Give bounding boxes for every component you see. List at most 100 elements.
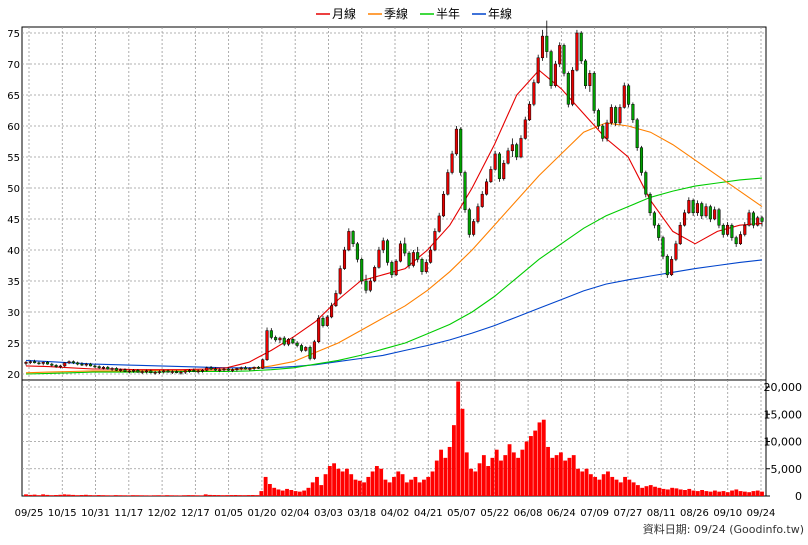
- candle-body: [579, 32, 583, 62]
- date-tick-label: 04/21: [414, 508, 443, 519]
- volume-bar: [494, 449, 499, 496]
- volume-bars: [24, 381, 764, 496]
- candle-body: [592, 73, 596, 111]
- volume-bar: [430, 471, 435, 496]
- volume-bar: [546, 446, 550, 496]
- volume-bar: [276, 489, 281, 496]
- candle-body: [493, 153, 497, 170]
- date-tick-label: 03/03: [314, 508, 343, 519]
- candle: [71, 360, 75, 365]
- volume-bar: [610, 476, 615, 496]
- candle-body: [93, 365, 97, 368]
- candle-body: [648, 193, 652, 214]
- candle-body: [110, 368, 114, 370]
- volume-bar: [238, 495, 242, 496]
- volume-bar: [126, 495, 131, 496]
- candle: [89, 362, 93, 367]
- price-tick-label: 55: [7, 153, 20, 164]
- candle: [691, 198, 695, 216]
- candle: [571, 67, 575, 107]
- volume-bar: [396, 471, 401, 496]
- volume-bar: [139, 495, 144, 496]
- candle: [644, 170, 648, 198]
- volume-bar: [152, 495, 157, 496]
- date-axis: 09/25 10/15 10/31 11/17 12/02 12/17 01/05 01/20…: [15, 508, 776, 519]
- candle-body: [101, 366, 106, 369]
- candle-body: [192, 370, 196, 372]
- candle: [614, 105, 618, 126]
- candle: [192, 368, 196, 373]
- volume-bar: [165, 495, 170, 496]
- candle: [682, 209, 687, 227]
- candle: [170, 370, 174, 374]
- candle-body: [205, 367, 209, 371]
- candle-body: [454, 128, 458, 155]
- candle-body: [751, 212, 755, 226]
- candle: [532, 79, 536, 107]
- volume-bar: [687, 488, 692, 496]
- price-tick-label: 30: [7, 308, 20, 319]
- candle-body: [485, 181, 489, 195]
- candle: [97, 365, 101, 370]
- moving-average-ma240: [25, 259, 763, 369]
- volume-bar: [567, 457, 572, 496]
- volume-bar: [374, 466, 379, 496]
- candle: [63, 362, 67, 368]
- candle: [278, 336, 282, 343]
- volume-bar: [349, 474, 354, 496]
- candle-body: [691, 200, 695, 214]
- candle-body: [605, 122, 609, 139]
- candle-body: [149, 370, 153, 374]
- candle: [37, 361, 41, 365]
- volume-bar: [285, 488, 289, 496]
- volume-bar: [45, 494, 50, 496]
- volume-bar: [661, 488, 666, 496]
- candle-body: [566, 73, 570, 105]
- volume-bar: [404, 482, 409, 496]
- candle-body: [398, 243, 402, 262]
- volume-bar: [588, 474, 593, 496]
- candle: [398, 240, 402, 263]
- volume-bar: [49, 495, 54, 496]
- volume-bar: [511, 452, 516, 496]
- candle-body: [704, 206, 708, 217]
- volume-bar: [597, 479, 602, 496]
- candle: [713, 206, 717, 221]
- candle-body: [373, 267, 377, 282]
- candle-body: [700, 203, 704, 217]
- candle-body: [166, 370, 170, 373]
- volume-bar: [41, 494, 46, 496]
- candle-body: [97, 366, 101, 369]
- candle-body: [144, 370, 149, 373]
- volume-bar: [683, 490, 687, 496]
- volume-bar: [366, 476, 371, 496]
- volume-bar: [742, 491, 747, 496]
- volume-bar: [336, 468, 341, 496]
- candle: [347, 228, 351, 252]
- candle: [528, 101, 532, 122]
- price-tick-label: 25: [7, 339, 20, 350]
- volume-tick-label: 20,000: [764, 381, 803, 394]
- volume-bar: [721, 491, 726, 496]
- candle: [627, 83, 631, 108]
- volume-bar: [473, 471, 478, 496]
- volume-bar: [695, 491, 700, 496]
- candle: [519, 135, 523, 159]
- date-tick-label: 11/17: [114, 508, 143, 519]
- candle-body: [58, 365, 62, 368]
- volume-bar: [640, 487, 645, 496]
- candle-body: [67, 361, 71, 364]
- candle-body: [334, 293, 338, 307]
- candle: [140, 370, 144, 374]
- candle: [144, 369, 149, 374]
- volume-bar: [593, 476, 598, 496]
- candle-body: [136, 370, 140, 373]
- date-tick-label: 06/08: [514, 508, 543, 519]
- volume-bar: [315, 476, 319, 496]
- candle-body: [571, 69, 575, 105]
- candle-body: [28, 361, 32, 363]
- candle: [282, 336, 286, 347]
- candle: [588, 70, 592, 92]
- volume-bar: [434, 460, 439, 496]
- candle-body: [308, 347, 312, 359]
